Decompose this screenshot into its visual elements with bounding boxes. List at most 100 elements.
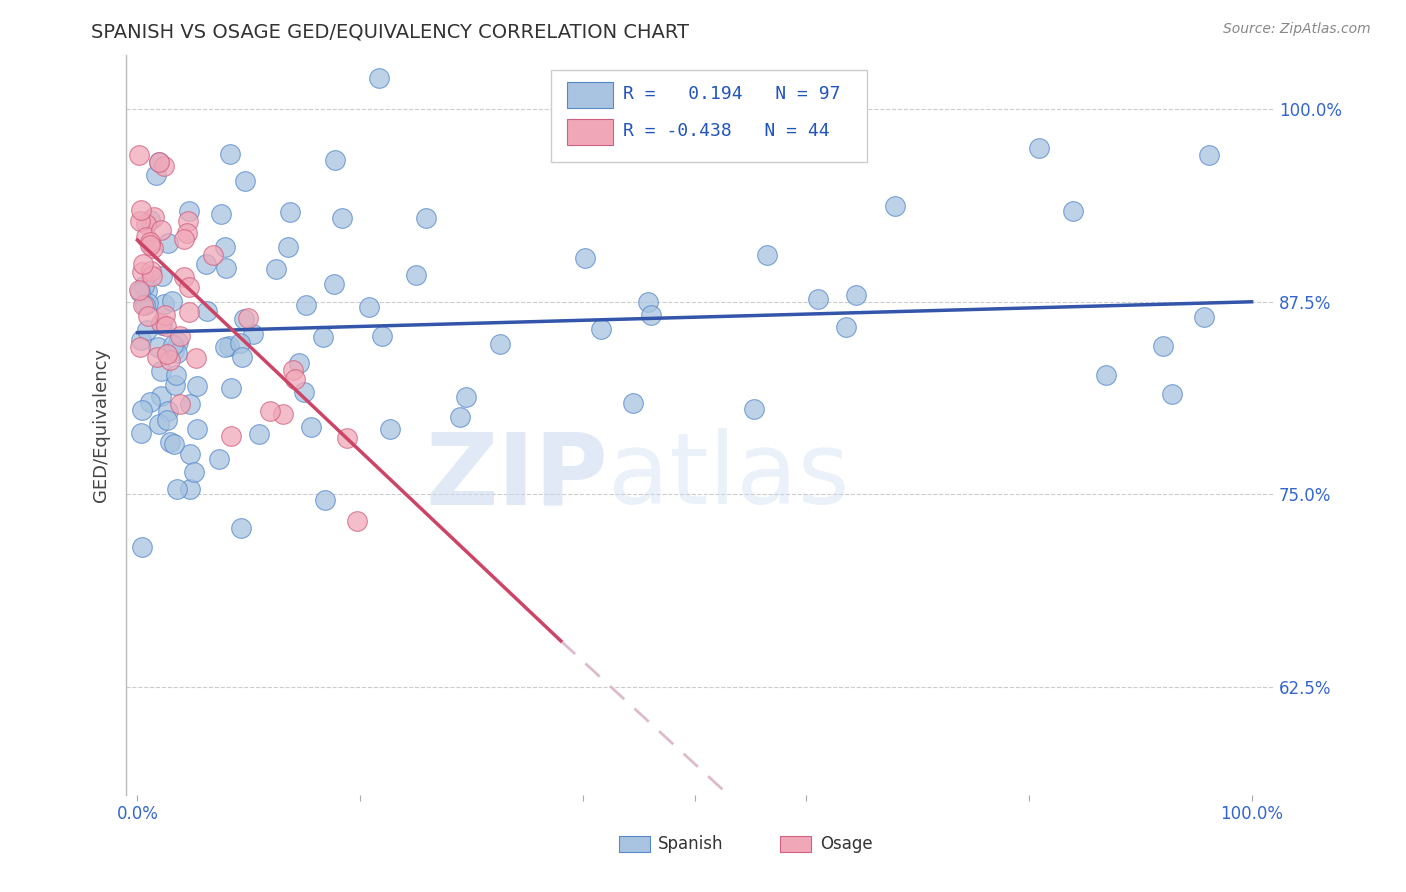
Point <box>312 330 335 344</box>
Point <box>166 335 188 350</box>
Point <box>183 465 205 479</box>
Point <box>357 300 380 314</box>
Point <box>153 297 176 311</box>
Text: R =   0.194   N = 97: R = 0.194 N = 97 <box>623 85 841 103</box>
Point <box>281 363 304 377</box>
Point <box>160 293 183 308</box>
Point <box>141 269 163 284</box>
Point <box>284 372 307 386</box>
Bar <box>780 836 811 852</box>
Point <box>149 389 172 403</box>
Point <box>139 213 162 227</box>
Point <box>177 280 200 294</box>
Point <box>883 199 905 213</box>
Point <box>155 308 177 322</box>
Point <box>135 323 157 337</box>
Point <box>621 395 644 409</box>
Point <box>330 211 353 226</box>
Point <box>177 305 200 319</box>
Point <box>163 343 186 358</box>
Point <box>173 232 195 246</box>
Point <box>299 420 322 434</box>
Point <box>454 390 477 404</box>
Point <box>186 378 208 392</box>
Point <box>128 340 150 354</box>
Point <box>368 71 391 86</box>
Point <box>228 335 250 350</box>
Point <box>142 241 165 255</box>
Point <box>139 395 162 409</box>
Point <box>131 403 153 417</box>
Point <box>135 230 157 244</box>
Point <box>195 257 218 271</box>
Point <box>138 296 160 310</box>
Text: atlas: atlas <box>609 428 851 525</box>
Point <box>131 540 153 554</box>
Point <box>179 447 201 461</box>
Point <box>156 347 179 361</box>
Point <box>215 261 238 276</box>
Point <box>162 338 184 352</box>
Point <box>247 427 270 442</box>
Point <box>214 340 236 354</box>
Point <box>131 202 153 217</box>
Point <box>148 155 170 169</box>
Text: Source: ZipAtlas.com: Source: ZipAtlas.com <box>1223 22 1371 37</box>
Point <box>148 417 170 431</box>
Point <box>1194 310 1216 324</box>
Point <box>214 240 236 254</box>
Point <box>287 356 309 370</box>
Point <box>155 319 177 334</box>
Point <box>371 329 394 343</box>
Point <box>489 336 512 351</box>
Point <box>176 226 198 240</box>
Point <box>145 168 167 182</box>
Point <box>292 385 315 400</box>
Point <box>131 333 153 347</box>
Point <box>134 298 156 312</box>
Point <box>271 407 294 421</box>
Point <box>415 211 437 226</box>
Point <box>1152 339 1174 353</box>
Point <box>278 205 301 219</box>
Point <box>242 326 264 341</box>
Point <box>236 311 259 326</box>
Point <box>1198 148 1220 162</box>
Point <box>152 269 174 284</box>
Point <box>132 258 155 272</box>
Point <box>346 514 368 528</box>
Point <box>232 312 254 326</box>
Point <box>146 350 169 364</box>
Point <box>323 153 346 167</box>
Point <box>186 422 208 436</box>
Point <box>314 493 336 508</box>
Point <box>1028 141 1050 155</box>
Point <box>1062 203 1084 218</box>
Point <box>169 397 191 411</box>
Point <box>640 309 662 323</box>
Point <box>129 285 152 300</box>
Point <box>153 159 176 173</box>
Point <box>231 520 253 534</box>
Point <box>177 214 200 228</box>
Point <box>155 413 177 427</box>
Point <box>129 426 152 441</box>
Point <box>574 251 596 265</box>
Point <box>132 298 155 312</box>
Point <box>449 409 471 424</box>
Point <box>177 204 200 219</box>
Point <box>131 265 153 279</box>
Point <box>186 351 208 366</box>
Point <box>136 285 159 299</box>
Text: Osage: Osage <box>820 835 872 853</box>
Point <box>149 223 172 237</box>
Point <box>589 322 612 336</box>
Point <box>405 268 427 283</box>
Point <box>139 238 162 252</box>
Point <box>231 350 253 364</box>
Point <box>179 397 201 411</box>
Point <box>378 422 401 436</box>
Text: SPANISH VS OSAGE GED/EQUIVALENCY CORRELATION CHART: SPANISH VS OSAGE GED/EQUIVALENCY CORRELA… <box>91 22 689 41</box>
Point <box>209 207 232 221</box>
Text: R = -0.438   N = 44: R = -0.438 N = 44 <box>623 121 830 140</box>
